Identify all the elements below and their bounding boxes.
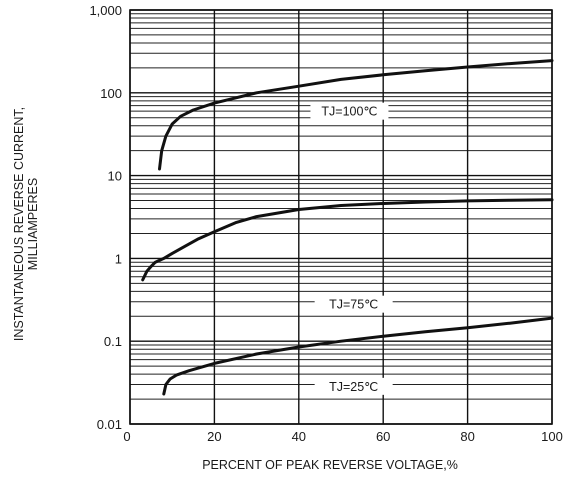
curve-label-box [310,102,389,120]
curve-labels: TJ=100℃ TJ=75℃ TJ=25℃ [310,102,393,395]
x-tick-label: 20 [207,429,221,444]
x-tick-label: 60 [376,429,390,444]
curve-series-1 [141,198,554,282]
y-tick-label: 0.01 [97,417,122,432]
plot-frame [129,9,553,425]
curve-series-2 [162,316,554,396]
curves [141,59,554,396]
y-tick-labels: 0.01 0.1 1 10 100 1,000 [89,3,122,432]
x-tick-label: 40 [292,429,306,444]
y-tick-label: 1 [115,251,122,266]
y-axis-title-line-2: MILLIAMPERES [26,178,40,270]
y-tick-label: 100 [100,86,122,101]
x-tick-label: 100 [541,429,563,444]
curve-label-box [314,377,393,395]
major-gridlines [129,9,553,425]
curve-series-0 [158,59,554,171]
y-axis-title: INSTANTANEOUS REVERSE CURRENT, MILLIAMPE… [12,107,40,341]
y-axis-title-line-1: INSTANTANEOUS REVERSE CURRENT, [12,107,26,341]
x-tick-labels: 0 20 40 60 80 100 [123,429,562,444]
curve-label: TJ=100℃ [321,105,377,119]
x-tick-label: 80 [460,429,474,444]
x-axis-title: PERCENT OF PEAK REVERSE VOLTAGE,% [202,458,458,472]
curve-label: TJ=25℃ [329,380,378,394]
y-tick-label: 10 [108,169,122,184]
minor-gridlines [130,13,552,400]
y-tick-label: 1,000 [89,3,122,18]
x-tick-label: 0 [123,429,130,444]
curve-label-box [314,295,393,313]
curve-label: TJ=75℃ [329,298,378,312]
y-tick-label: 0.1 [104,334,122,349]
